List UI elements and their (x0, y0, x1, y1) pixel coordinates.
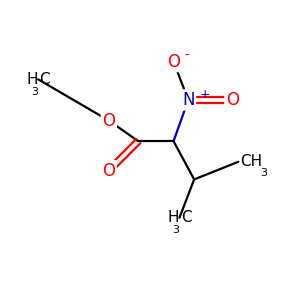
Text: C: C (40, 72, 50, 87)
Text: 3: 3 (172, 225, 179, 235)
Text: H: H (168, 210, 179, 225)
Text: O: O (102, 162, 115, 180)
Text: -: - (184, 49, 189, 63)
Text: +: + (199, 88, 210, 100)
Text: 3: 3 (31, 87, 38, 97)
Text: H: H (27, 72, 38, 87)
Text: O: O (226, 91, 239, 109)
Text: CH: CH (240, 154, 262, 169)
Text: 3: 3 (260, 168, 267, 178)
Text: O: O (102, 112, 115, 130)
Text: C: C (181, 210, 191, 225)
Text: N: N (182, 91, 194, 109)
Text: O: O (167, 53, 180, 71)
